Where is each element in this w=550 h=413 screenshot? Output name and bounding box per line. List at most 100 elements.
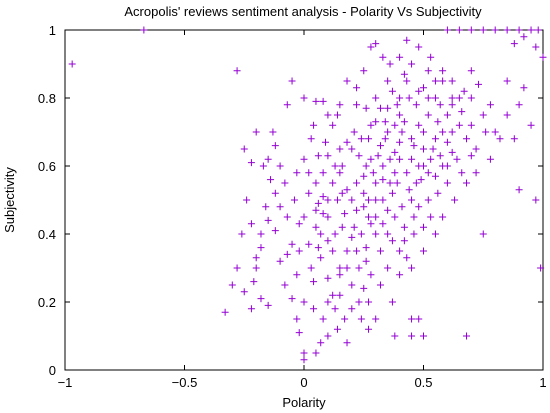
data-point <box>403 36 411 44</box>
y-tick-label: 0.8 <box>38 91 56 106</box>
data-point <box>314 244 322 252</box>
data-point <box>396 155 404 163</box>
data-point <box>398 203 406 211</box>
data-point <box>283 213 291 221</box>
data-point <box>515 101 523 109</box>
data-point <box>420 332 427 340</box>
data-point <box>431 77 439 85</box>
data-point <box>293 271 301 279</box>
data-point <box>336 271 344 279</box>
data-point <box>381 118 389 126</box>
data-point <box>310 121 318 129</box>
data-point <box>355 298 363 306</box>
data-point <box>336 145 344 153</box>
data-point <box>324 152 332 160</box>
data-point <box>310 278 318 286</box>
data-point <box>343 339 351 347</box>
data-point <box>369 169 377 177</box>
data-point <box>408 135 416 143</box>
data-point <box>424 196 432 204</box>
data-point <box>317 254 325 262</box>
data-point <box>448 77 456 85</box>
data-point <box>496 135 504 143</box>
data-point <box>362 244 370 252</box>
data-point <box>360 284 368 292</box>
data-point <box>420 145 427 153</box>
data-point <box>408 264 416 272</box>
data-point <box>527 26 535 34</box>
data-point <box>448 148 456 156</box>
data-point <box>448 101 456 109</box>
data-point <box>372 196 380 204</box>
data-point <box>247 220 255 228</box>
data-point <box>365 213 373 221</box>
data-point <box>503 26 511 34</box>
data-point <box>486 101 494 109</box>
data-point <box>448 128 456 136</box>
data-point <box>434 189 442 197</box>
data-point <box>271 142 279 150</box>
data-point <box>221 308 229 316</box>
data-point <box>290 196 298 204</box>
data-point <box>314 199 322 207</box>
data-point <box>331 305 339 313</box>
data-point <box>336 169 344 177</box>
data-point <box>386 60 394 68</box>
y-tick-label: 1 <box>49 23 56 38</box>
data-point <box>259 162 267 170</box>
data-point <box>391 148 399 156</box>
data-point <box>420 162 427 170</box>
data-point <box>312 349 320 357</box>
x-tick-label: −1 <box>58 375 73 390</box>
data-point <box>324 298 332 306</box>
data-point <box>343 186 351 194</box>
data-point <box>293 315 301 323</box>
data-point <box>384 230 392 238</box>
data-point <box>384 104 392 112</box>
data-point <box>336 264 344 272</box>
data-point <box>479 26 487 34</box>
data-point <box>415 203 423 211</box>
data-point <box>396 94 404 102</box>
data-point <box>410 230 418 238</box>
data-point <box>353 101 361 109</box>
data-point <box>252 254 260 262</box>
data-point <box>431 230 439 238</box>
data-point <box>343 77 351 85</box>
data-point <box>410 142 418 150</box>
data-point <box>312 179 320 187</box>
data-point <box>443 162 451 170</box>
data-point <box>365 325 373 333</box>
data-point <box>317 230 325 238</box>
data-point <box>362 257 370 265</box>
data-point <box>510 135 518 143</box>
data-point <box>300 349 308 357</box>
data-point <box>388 298 396 306</box>
data-point <box>510 40 518 48</box>
data-point <box>324 213 332 221</box>
y-tick-label: 0 <box>49 363 56 378</box>
data-point <box>386 179 394 187</box>
data-point <box>372 315 380 323</box>
data-point <box>365 196 373 204</box>
data-point <box>353 84 361 92</box>
data-point <box>403 254 411 262</box>
data-point <box>400 70 408 78</box>
data-point <box>355 152 363 160</box>
data-point <box>269 128 277 136</box>
data-point <box>276 162 284 170</box>
data-point <box>424 111 432 119</box>
data-point <box>319 210 327 218</box>
data-point <box>408 332 416 340</box>
data-point <box>379 53 387 61</box>
data-point <box>329 247 337 255</box>
data-point <box>276 257 284 265</box>
data-point <box>515 26 523 34</box>
data-point <box>393 179 401 187</box>
data-point <box>424 94 432 102</box>
data-point <box>474 80 482 88</box>
data-point <box>68 60 76 68</box>
data-point <box>319 193 327 201</box>
data-point <box>400 237 408 245</box>
data-point <box>424 169 432 177</box>
